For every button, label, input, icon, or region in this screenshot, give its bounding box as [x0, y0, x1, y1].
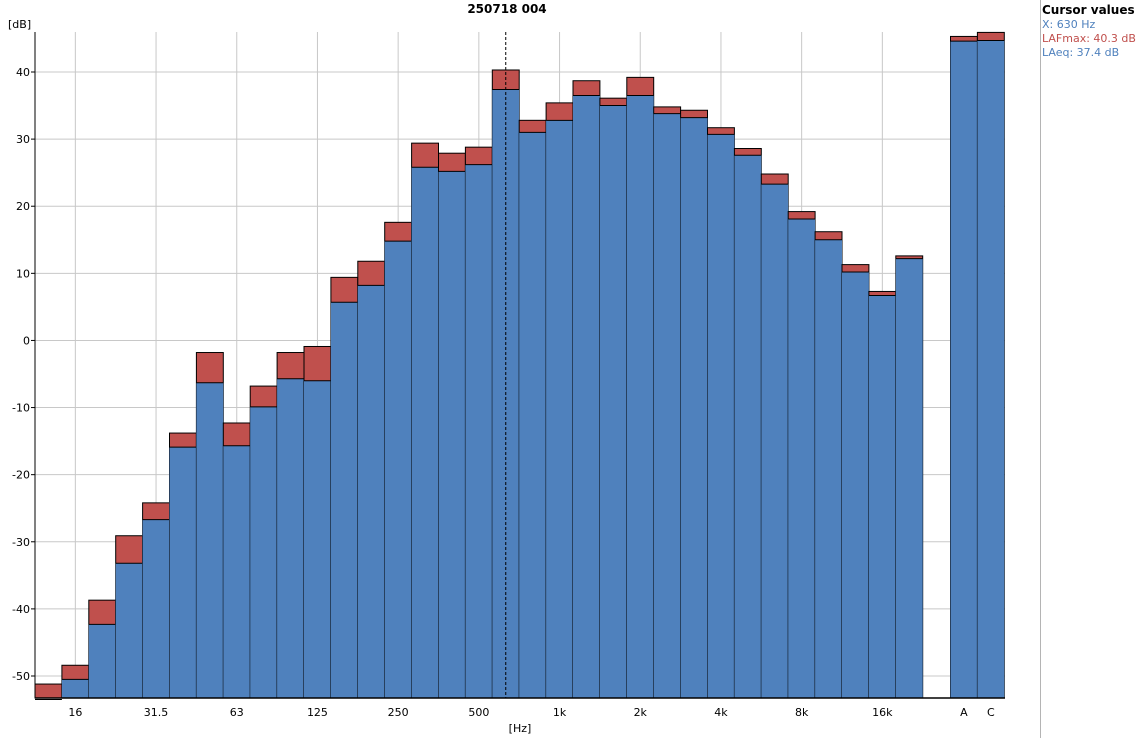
y-tick-label: -30 — [12, 536, 30, 549]
cursor-lafmax-value: LAFmax: 40.3 dB — [1042, 32, 1136, 45]
bar-laeq-100 — [277, 378, 304, 698]
y-tick-label: 40 — [16, 66, 30, 79]
bar-laeq-50 — [196, 382, 224, 698]
bar-laeq-3.15k — [680, 117, 708, 698]
x-tick-label: 500 — [468, 706, 489, 719]
y-tick-label: 10 — [16, 267, 30, 280]
cursor-x-value: X: 630 Hz — [1042, 18, 1096, 31]
cursor-laeq-value: LAeq: 37.4 dB — [1042, 46, 1120, 59]
spectrum-chart: 250718 004 [dB] [Hz] 40 30 20 10 0 -10 -20 -30 -… — [8, 2, 1005, 735]
bar-laeq-125 — [304, 380, 331, 698]
bar-laeq-16 — [61, 679, 89, 698]
x-tick-label: 4k — [714, 706, 728, 719]
x-tick-label: A — [960, 706, 968, 719]
bar-laeq-16k — [868, 295, 896, 698]
bar-laeq-500 — [465, 164, 493, 698]
bar-laeq-1k — [546, 120, 573, 698]
tick-labels: 40 30 20 10 0 -10 -20 -30 -40 -50 16 31.5 63 125 250 50… — [12, 66, 995, 719]
bar-laeq-31.5 — [142, 519, 170, 698]
bar-laeq-315 — [411, 167, 439, 698]
bar-laeq-200 — [357, 285, 385, 698]
bar-laeq-4k — [707, 134, 735, 698]
bar-laeq-1.25k — [573, 95, 600, 698]
bar-laeq-10k — [815, 239, 842, 698]
x-tick-label: 125 — [307, 706, 328, 719]
y-tick-label: 0 — [23, 334, 30, 347]
cursor-values-panel: Cursor values X: 630 Hz LAFmax: 40.3 dB … — [1040, 0, 1144, 738]
x-tick-label: 2k — [634, 706, 648, 719]
bar-laeq-1.6k — [599, 105, 627, 699]
bar-laeq-20 — [88, 624, 116, 698]
bar-laeq-2.5k — [653, 113, 681, 698]
bar-laeq-20k — [895, 258, 923, 698]
bar-laeq-800 — [519, 132, 547, 698]
bar-laeq-8k — [788, 218, 816, 698]
x-tick-label: 63 — [230, 706, 244, 719]
bar-laeq-5k — [734, 155, 762, 698]
x-tick-label: C — [987, 706, 995, 719]
bar-laeq-2k — [626, 95, 654, 698]
cursor-values-title: Cursor values — [1042, 3, 1135, 17]
bar-laeq-12.5k — [842, 271, 869, 698]
bar-laeq-160 — [330, 302, 358, 698]
x-tick-label: 250 — [388, 706, 409, 719]
chart-title: 250718 004 — [467, 2, 546, 16]
axes — [31, 32, 1005, 699]
x-tick-label: 31.5 — [144, 706, 169, 719]
x-tick-label: 8k — [795, 706, 809, 719]
bar-laeq-40 — [169, 447, 197, 698]
x-axis-label: [Hz] — [509, 722, 532, 735]
bar-lafmax-12.5 — [34, 683, 63, 699]
bar-laeq-400 — [438, 171, 466, 698]
x-tick-label: 1k — [553, 706, 567, 719]
x-tick-label: 16k — [872, 706, 893, 719]
y-axis-label: [dB] — [8, 18, 31, 31]
y-tick-label: -40 — [12, 603, 30, 616]
y-tick-label: -10 — [12, 402, 30, 415]
x-tick-label: 16 — [68, 706, 82, 719]
bar-laeq-C — [977, 40, 1005, 699]
bar-laeq-6.3k — [761, 184, 789, 698]
bar-laeq-250 — [384, 241, 412, 698]
bar-laeq-80 — [250, 406, 278, 698]
y-tick-label: 30 — [16, 133, 30, 146]
bar-laeq-A — [950, 41, 978, 698]
y-tick-label: -50 — [12, 670, 30, 683]
y-tick-label: 20 — [16, 200, 30, 213]
bars — [34, 31, 1005, 700]
bar-laeq-25 — [115, 563, 143, 698]
y-tick-label: -20 — [12, 469, 30, 482]
bar-laeq-63 — [223, 445, 251, 698]
